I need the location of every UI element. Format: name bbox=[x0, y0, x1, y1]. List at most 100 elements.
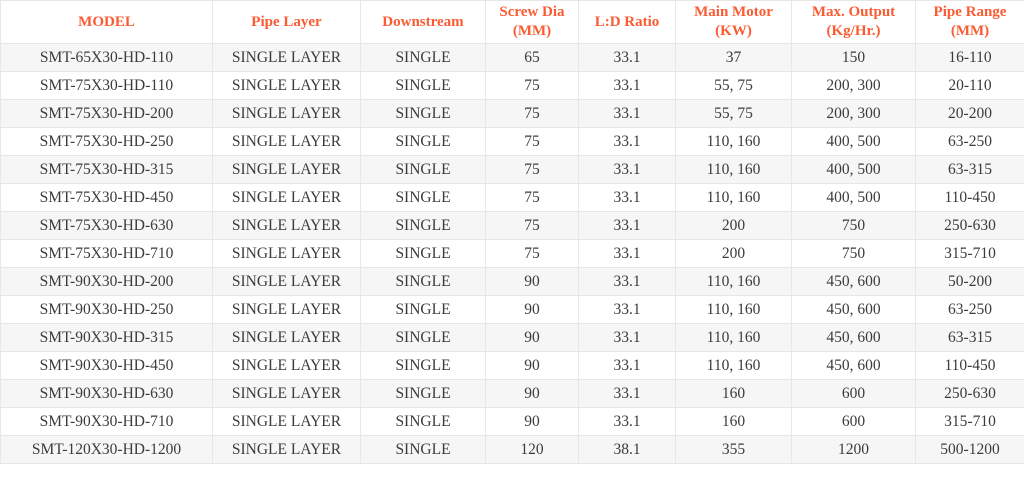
table-cell-screw-dia: 75 bbox=[485, 183, 579, 212]
column-header-model: MODEL bbox=[0, 0, 213, 44]
table-header: MODEL Pipe Layer Downstream Screw Dia (MM) L… bbox=[0, 0, 1024, 44]
table-cell-downstream: SINGLE bbox=[360, 155, 486, 184]
table-cell-ld-ratio: 33.1 bbox=[578, 183, 676, 212]
table-cell-pipe-range: 315-710 bbox=[915, 239, 1024, 268]
table-cell-main-motor: 160 bbox=[675, 407, 792, 436]
column-header-pipe-layer: Pipe Layer bbox=[212, 0, 361, 44]
table-cell-max-output: 400, 500 bbox=[791, 155, 916, 184]
table-cell-screw-dia: 120 bbox=[485, 435, 579, 464]
table-cell-pipe-layer: SINGLE LAYER bbox=[212, 351, 361, 380]
table-cell-pipe-range: 250-630 bbox=[915, 211, 1024, 240]
table-cell-max-output: 200, 300 bbox=[791, 99, 916, 128]
table-row: SMT-75X30-HD-110 SINGLE LAYER SINGLE 75 33.1… bbox=[0, 71, 1024, 100]
table-cell-pipe-range: 110-450 bbox=[915, 351, 1024, 380]
table-cell-ld-ratio: 33.1 bbox=[578, 211, 676, 240]
table-cell-pipe-layer: SINGLE LAYER bbox=[212, 239, 361, 268]
column-header-ld-ratio: L:D Ratio bbox=[578, 0, 676, 44]
table-cell-pipe-range: 63-250 bbox=[915, 295, 1024, 324]
table-cell-model: SMT-90X30-HD-200 bbox=[0, 267, 213, 296]
table-cell-max-output: 600 bbox=[791, 407, 916, 436]
table-cell-downstream: SINGLE bbox=[360, 43, 486, 72]
table-cell-max-output: 750 bbox=[791, 239, 916, 268]
table-cell-downstream: SINGLE bbox=[360, 351, 486, 380]
table-cell-model: SMT-90X30-HD-250 bbox=[0, 295, 213, 324]
table-body: SMT-65X30-HD-110 SINGLE LAYER SINGLE 65 33.1… bbox=[0, 43, 1024, 464]
header-row: MODEL Pipe Layer Downstream Screw Dia (MM) L… bbox=[0, 0, 1024, 44]
table-cell-ld-ratio: 33.1 bbox=[578, 295, 676, 324]
table-row: SMT-75X30-HD-450 SINGLE LAYER SINGLE 75 33.1… bbox=[0, 183, 1024, 212]
table-cell-max-output: 750 bbox=[791, 211, 916, 240]
table-row: SMT-120X30-HD-1200 SINGLE LAYER SINGLE 120 3… bbox=[0, 435, 1024, 464]
table-cell-model: SMT-90X30-HD-630 bbox=[0, 379, 213, 408]
table-cell-max-output: 400, 500 bbox=[791, 183, 916, 212]
table-cell-screw-dia: 90 bbox=[485, 323, 579, 352]
table-cell-main-motor: 200 bbox=[675, 211, 792, 240]
table-cell-ld-ratio: 33.1 bbox=[578, 127, 676, 156]
table-cell-ld-ratio: 33.1 bbox=[578, 239, 676, 268]
table-cell-pipe-range: 110-450 bbox=[915, 183, 1024, 212]
table-cell-ld-ratio: 33.1 bbox=[578, 267, 676, 296]
table-cell-model: SMT-75X30-HD-630 bbox=[0, 211, 213, 240]
table-row: SMT-75X30-HD-200 SINGLE LAYER SINGLE 75 33.1… bbox=[0, 99, 1024, 128]
table-cell-main-motor: 110, 160 bbox=[675, 295, 792, 324]
table-cell-model: SMT-90X30-HD-315 bbox=[0, 323, 213, 352]
table-cell-main-motor: 55, 75 bbox=[675, 99, 792, 128]
table-cell-pipe-layer: SINGLE LAYER bbox=[212, 71, 361, 100]
table-cell-pipe-layer: SINGLE LAYER bbox=[212, 99, 361, 128]
product-specs-table: MODEL Pipe Layer Downstream Screw Dia (MM) L… bbox=[0, 0, 1024, 464]
table-cell-max-output: 200, 300 bbox=[791, 71, 916, 100]
table-cell-screw-dia: 75 bbox=[485, 71, 579, 100]
table-cell-screw-dia: 65 bbox=[485, 43, 579, 72]
table-cell-ld-ratio: 33.1 bbox=[578, 351, 676, 380]
table-cell-pipe-layer: SINGLE LAYER bbox=[212, 323, 361, 352]
table-row: SMT-65X30-HD-110 SINGLE LAYER SINGLE 65 33.1… bbox=[0, 43, 1024, 72]
table-cell-pipe-range: 250-630 bbox=[915, 379, 1024, 408]
table-cell-ld-ratio: 33.1 bbox=[578, 43, 676, 72]
table-cell-screw-dia: 75 bbox=[485, 99, 579, 128]
table-cell-pipe-range: 63-315 bbox=[915, 155, 1024, 184]
table-cell-screw-dia: 90 bbox=[485, 267, 579, 296]
table-cell-screw-dia: 90 bbox=[485, 379, 579, 408]
table-row: SMT-75X30-HD-710 SINGLE LAYER SINGLE 75 33.1… bbox=[0, 239, 1024, 268]
table-cell-model: SMT-120X30-HD-1200 bbox=[0, 435, 213, 464]
table-cell-ld-ratio: 33.1 bbox=[578, 71, 676, 100]
table-cell-ld-ratio: 33.1 bbox=[578, 99, 676, 128]
table-cell-downstream: SINGLE bbox=[360, 295, 486, 324]
table-cell-downstream: SINGLE bbox=[360, 211, 486, 240]
table-cell-max-output: 450, 600 bbox=[791, 323, 916, 352]
table-cell-max-output: 600 bbox=[791, 379, 916, 408]
table-cell-main-motor: 200 bbox=[675, 239, 792, 268]
table-row: SMT-90X30-HD-630 SINGLE LAYER SINGLE 90 33.1… bbox=[0, 379, 1024, 408]
table-row: SMT-75X30-HD-250 SINGLE LAYER SINGLE 75 33.1… bbox=[0, 127, 1024, 156]
table-cell-downstream: SINGLE bbox=[360, 267, 486, 296]
table-cell-pipe-layer: SINGLE LAYER bbox=[212, 267, 361, 296]
table-cell-downstream: SINGLE bbox=[360, 323, 486, 352]
table-cell-pipe-range: 20-110 bbox=[915, 71, 1024, 100]
table-cell-max-output: 450, 600 bbox=[791, 351, 916, 380]
table-row: SMT-90X30-HD-250 SINGLE LAYER SINGLE 90 33.1… bbox=[0, 295, 1024, 324]
table-cell-screw-dia: 90 bbox=[485, 407, 579, 436]
table-cell-ld-ratio: 38.1 bbox=[578, 435, 676, 464]
table-cell-pipe-layer: SINGLE LAYER bbox=[212, 43, 361, 72]
table-cell-ld-ratio: 33.1 bbox=[578, 323, 676, 352]
column-header-max-output: Max. Output (Kg/Hr.) bbox=[791, 0, 916, 44]
table-cell-screw-dia: 75 bbox=[485, 211, 579, 240]
table-cell-main-motor: 37 bbox=[675, 43, 792, 72]
column-header-pipe-range: Pipe Range (MM) bbox=[915, 0, 1024, 44]
table-row: SMT-90X30-HD-315 SINGLE LAYER SINGLE 90 33.1… bbox=[0, 323, 1024, 352]
table-cell-model: SMT-75X30-HD-110 bbox=[0, 71, 213, 100]
table-cell-downstream: SINGLE bbox=[360, 71, 486, 100]
table-cell-pipe-layer: SINGLE LAYER bbox=[212, 127, 361, 156]
table-cell-downstream: SINGLE bbox=[360, 99, 486, 128]
table-cell-model: SMT-65X30-HD-110 bbox=[0, 43, 213, 72]
table-cell-downstream: SINGLE bbox=[360, 435, 486, 464]
table-cell-pipe-range: 50-200 bbox=[915, 267, 1024, 296]
table-cell-model: SMT-75X30-HD-710 bbox=[0, 239, 213, 268]
table-cell-model: SMT-75X30-HD-450 bbox=[0, 183, 213, 212]
table-cell-pipe-range: 63-250 bbox=[915, 127, 1024, 156]
table-cell-pipe-layer: SINGLE LAYER bbox=[212, 155, 361, 184]
table-cell-main-motor: 160 bbox=[675, 379, 792, 408]
table-cell-downstream: SINGLE bbox=[360, 407, 486, 436]
table-cell-screw-dia: 90 bbox=[485, 295, 579, 324]
table-cell-downstream: SINGLE bbox=[360, 183, 486, 212]
